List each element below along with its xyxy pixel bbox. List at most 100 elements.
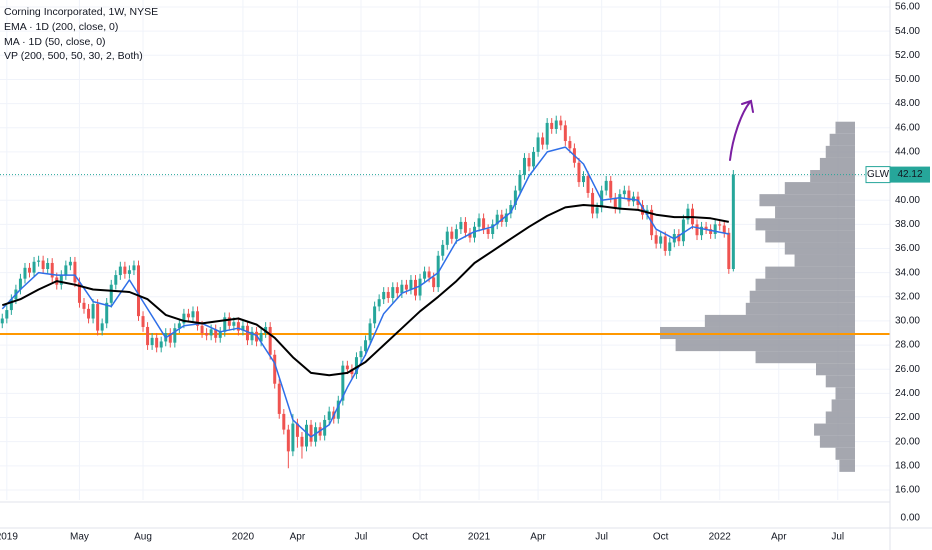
candle-body (105, 302, 109, 324)
x-tick-label: 2022 (709, 532, 732, 543)
volume-profile-bar (784, 182, 855, 195)
candle-body (454, 229, 458, 239)
candle-body (127, 270, 131, 274)
candle-body (418, 278, 422, 296)
x-tick-label: Jul (355, 532, 368, 543)
candle-body (87, 308, 91, 319)
volume-profile-bar (749, 290, 855, 303)
candle-body (109, 284, 113, 303)
volume-profile-bar (829, 133, 855, 146)
candle-body (459, 221, 463, 230)
x-tick-label: Jul (831, 532, 844, 543)
y-tick-label: 46.00 (895, 122, 920, 133)
y-tick-label: 38.00 (895, 219, 920, 230)
candle-body (28, 267, 32, 273)
y-tick-label: 56.00 (895, 2, 920, 13)
candle-body (41, 260, 45, 270)
candle-body (541, 137, 545, 145)
candle-body (282, 413, 286, 430)
y-tick-label: 28.00 (895, 340, 920, 351)
candle-body (141, 316, 145, 327)
volume-profile-bar (810, 170, 855, 183)
y-tick-label: 34.00 (895, 267, 920, 278)
y-tick-label: 24.00 (895, 388, 920, 399)
candle-body (259, 333, 263, 342)
x-tick-label: Oct (412, 532, 428, 543)
candle-body (286, 429, 290, 452)
volume-profile-bar (839, 459, 855, 472)
candle-body (336, 400, 340, 419)
candle-body (522, 157, 526, 175)
volume-profile-bar (816, 363, 855, 376)
candle-body (159, 341, 163, 348)
candle-body (68, 261, 72, 266)
candle-body (91, 304, 95, 319)
y-tick-label: 44.00 (895, 147, 920, 158)
candle-body (177, 323, 181, 329)
volume-profile-bar (819, 435, 855, 448)
candle-body (663, 236, 667, 251)
candle-body (463, 221, 467, 233)
candle-body (409, 279, 413, 290)
volume-profile-bar (825, 411, 855, 424)
candle-body (9, 299, 13, 311)
candle-body (445, 231, 449, 245)
candle-body (504, 213, 508, 222)
volume-profile-bar (831, 399, 855, 412)
candle-body (386, 291, 390, 298)
volume-profile-bar (759, 194, 855, 207)
x-tick-label: Apr (771, 532, 787, 543)
candle-body (373, 306, 377, 324)
candle-body (345, 365, 349, 370)
x-tick-label: Apr (530, 532, 546, 543)
volume-profile-bar (825, 145, 855, 158)
candle-body (709, 229, 713, 235)
candle-body (518, 174, 522, 191)
volume-profile-bar (765, 230, 855, 243)
candle-body (477, 218, 481, 227)
candle-body (23, 267, 27, 279)
candle-body (227, 317, 231, 326)
candle-body (5, 310, 9, 319)
candle-body (581, 176, 585, 183)
candle-body (659, 236, 663, 244)
candle-body (509, 205, 513, 214)
candle-body (677, 234, 681, 242)
candle-body (114, 275, 118, 285)
candle-body (641, 205, 645, 215)
x-tick-label: Oct (653, 532, 669, 543)
candle-body (731, 174, 735, 270)
candle-body (136, 265, 140, 317)
volume-profile-bar (835, 387, 855, 400)
y-tick-label: 40.00 (895, 195, 920, 206)
candle-body (727, 232, 731, 270)
candle-body (182, 313, 186, 324)
volume-profile-bar (835, 121, 855, 134)
price-tag (890, 166, 930, 183)
candle-body (554, 120, 558, 129)
candle-body (545, 122, 549, 145)
candle-body (627, 190, 631, 202)
candle-body (223, 317, 227, 332)
candle-body (82, 302, 86, 309)
y-tick-label: 18.00 (895, 460, 920, 471)
candle-body (46, 262, 50, 270)
legend-entry: VP (200, 500, 50, 30, 2, Both) (4, 50, 143, 62)
volume-profile-bar (675, 339, 855, 352)
candle-body (391, 287, 395, 298)
candle-body (468, 232, 472, 238)
candle-body (214, 329, 218, 338)
candle-body (196, 311, 200, 326)
candle-body (609, 180, 613, 198)
candle-body (146, 326, 150, 346)
candle-body (427, 271, 431, 278)
y-tick-label: 50.00 (895, 74, 920, 85)
candle-body (309, 424, 313, 442)
candle-body (73, 261, 77, 283)
candle-body (186, 313, 190, 318)
candle-body (577, 162, 581, 183)
candle-body (395, 287, 399, 294)
volume-profile-bar (765, 266, 855, 279)
candle-body (618, 194, 622, 209)
candle-body (155, 337, 159, 348)
